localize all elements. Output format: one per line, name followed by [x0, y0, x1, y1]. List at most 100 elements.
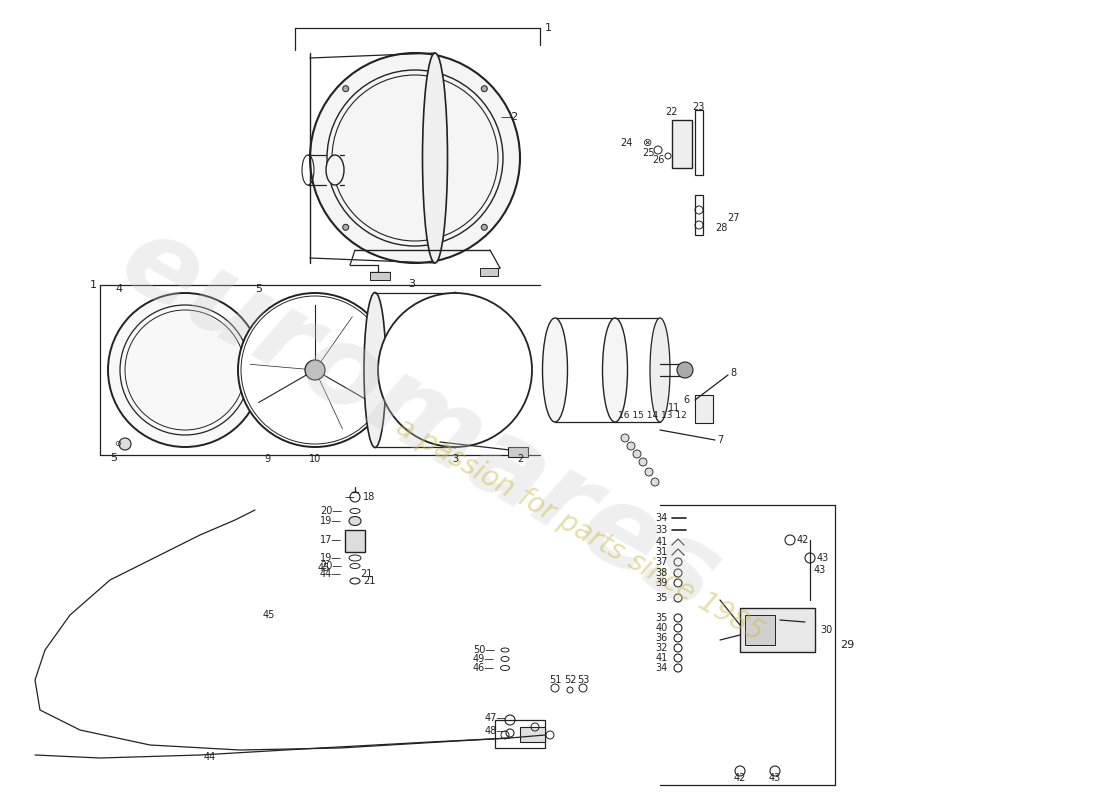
Text: a passion for parts since 1985: a passion for parts since 1985	[392, 413, 769, 647]
Text: 19—: 19—	[320, 553, 342, 563]
Bar	[672, 120, 692, 168]
Text: 2: 2	[517, 454, 524, 464]
Ellipse shape	[326, 155, 344, 185]
Text: ⊙: ⊙	[114, 439, 121, 449]
Circle shape	[119, 438, 131, 450]
Text: 29: 29	[840, 640, 855, 650]
Circle shape	[651, 478, 659, 486]
Text: 20—: 20—	[320, 561, 342, 571]
Circle shape	[310, 53, 520, 263]
Text: 42: 42	[734, 773, 746, 783]
Circle shape	[343, 86, 349, 92]
Text: 27: 27	[727, 213, 739, 223]
Bar	[695, 195, 703, 235]
Text: 43: 43	[814, 565, 826, 575]
Text: 40: 40	[656, 623, 668, 633]
Text: 50—: 50—	[473, 645, 495, 655]
Ellipse shape	[349, 517, 361, 526]
Bar	[508, 447, 528, 457]
Text: 16 15 14 13 12: 16 15 14 13 12	[618, 410, 686, 419]
Circle shape	[343, 224, 349, 230]
Bar	[695, 395, 713, 423]
Text: 24: 24	[620, 138, 632, 148]
Text: 22: 22	[666, 107, 679, 117]
Text: 34: 34	[656, 663, 668, 673]
Ellipse shape	[650, 318, 670, 422]
Text: 44: 44	[204, 752, 216, 762]
Text: 51: 51	[549, 675, 561, 685]
Text: 45: 45	[263, 610, 275, 620]
Text: 36: 36	[656, 633, 668, 643]
Text: —2: —2	[500, 112, 518, 122]
Text: 3: 3	[408, 279, 416, 289]
Text: 8: 8	[730, 368, 736, 378]
Text: 21: 21	[360, 569, 373, 579]
Text: 1: 1	[90, 280, 97, 290]
Text: 3: 3	[452, 454, 458, 464]
Text: 34: 34	[656, 513, 668, 523]
Text: 45: 45	[318, 563, 330, 573]
Text: 31: 31	[656, 547, 668, 557]
Text: 49—: 49—	[473, 654, 495, 664]
Text: 10: 10	[309, 454, 321, 464]
Circle shape	[645, 468, 653, 476]
Text: 35: 35	[656, 613, 668, 623]
Text: 5: 5	[255, 284, 262, 294]
Text: 52: 52	[563, 675, 576, 685]
Circle shape	[627, 442, 635, 450]
Text: 42: 42	[798, 535, 810, 545]
Circle shape	[238, 293, 392, 447]
Text: 1: 1	[544, 23, 552, 33]
Text: 21: 21	[363, 576, 375, 586]
Circle shape	[482, 86, 487, 92]
Text: 30: 30	[820, 625, 833, 635]
Text: euromares: euromares	[102, 206, 738, 634]
Text: 41: 41	[656, 537, 668, 547]
Text: 20—: 20—	[320, 506, 342, 516]
Bar	[480, 268, 498, 276]
Text: 9: 9	[264, 454, 271, 464]
Text: 43: 43	[769, 773, 781, 783]
Bar	[520, 727, 544, 742]
Text: 18: 18	[363, 492, 375, 502]
Ellipse shape	[444, 293, 466, 447]
Text: 32: 32	[656, 643, 668, 653]
Text: 47—: 47—	[485, 713, 507, 723]
Circle shape	[621, 434, 629, 442]
Text: —: —	[345, 492, 354, 502]
Text: 41: 41	[656, 653, 668, 663]
Bar	[495, 720, 544, 748]
Text: 33: 33	[656, 525, 668, 535]
Bar	[740, 608, 815, 652]
Text: 26: 26	[652, 155, 666, 165]
Text: 35: 35	[656, 593, 668, 603]
Circle shape	[632, 450, 641, 458]
Text: 19—: 19—	[320, 516, 342, 526]
Text: 11: 11	[668, 403, 680, 413]
Text: 38: 38	[656, 568, 668, 578]
Circle shape	[482, 224, 487, 230]
Text: 37: 37	[656, 557, 668, 567]
Circle shape	[108, 293, 262, 447]
Text: 5: 5	[110, 453, 117, 463]
Text: 48—: 48—	[485, 726, 507, 736]
Text: 43: 43	[817, 553, 829, 563]
Bar	[695, 110, 703, 175]
Text: 44—: 44—	[320, 569, 342, 579]
Ellipse shape	[364, 293, 386, 447]
Text: 7: 7	[717, 435, 724, 445]
Text: 53: 53	[576, 675, 590, 685]
Bar	[370, 272, 390, 280]
Text: 17—: 17—	[320, 535, 342, 545]
Text: 25: 25	[642, 148, 654, 158]
Ellipse shape	[422, 53, 448, 263]
Text: 23: 23	[692, 102, 704, 112]
Text: 28: 28	[715, 223, 727, 233]
Circle shape	[305, 360, 324, 380]
Text: 46—: 46—	[473, 663, 495, 673]
Ellipse shape	[603, 318, 627, 422]
Circle shape	[639, 458, 647, 466]
Text: 6: 6	[683, 395, 689, 405]
Circle shape	[378, 293, 532, 447]
Text: 39: 39	[656, 578, 668, 588]
